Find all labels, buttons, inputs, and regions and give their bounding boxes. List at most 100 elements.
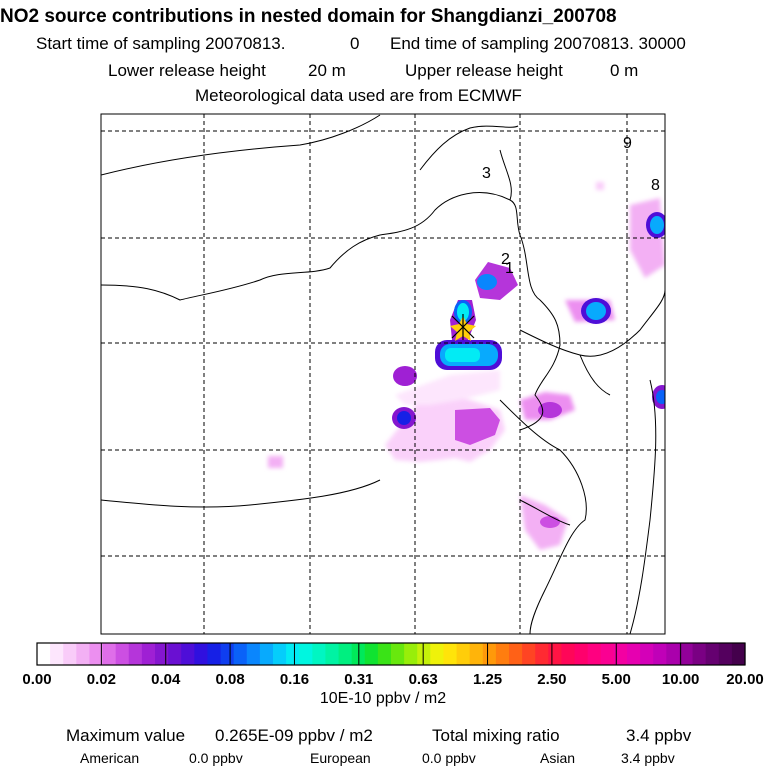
colorbar-unit: 10E-10 ppbv / m2 [320, 690, 446, 707]
max-value: 0.265E-09 ppbv / m2 [215, 726, 373, 745]
colorbar-segment [705, 643, 720, 665]
map-frame [100, 113, 666, 635]
colorbar-segment [522, 643, 536, 665]
colorbar-segment [168, 643, 182, 665]
colorbar-tick-label: 0.00 [22, 671, 51, 688]
colorbar-tick-label: 0.16 [280, 671, 309, 688]
colorbar-segment [548, 643, 563, 665]
colorbar-segment [181, 643, 195, 665]
station-marker: 2 [501, 251, 510, 268]
max-value-label: Maximum value [66, 726, 186, 745]
colorbar-tick-label: 0.63 [409, 671, 438, 688]
lower-release-value: 20 m [308, 61, 346, 80]
upper-release-value: 0 m [610, 61, 639, 80]
receptor-star-icon [450, 314, 476, 341]
colorbar-segment [194, 643, 209, 665]
colorbar-segment [613, 643, 628, 665]
colorbar-segment [220, 643, 235, 665]
colorbar-segment [246, 643, 261, 665]
colorbar-segment [207, 643, 222, 665]
asian-value: 3.4 ppbv [621, 750, 675, 766]
colorbar-segment [286, 643, 300, 665]
colorbar-segment [561, 643, 576, 665]
colorbar-tick-label: 5.00 [602, 671, 631, 688]
colorbar-segment [666, 643, 681, 665]
start-time-label: Start time of sampling 20070813. [36, 34, 286, 53]
colorbar-segment [692, 643, 707, 665]
colorbar-segment [391, 643, 405, 665]
colorbar-segment [63, 643, 77, 665]
colorbar-segment [718, 643, 733, 665]
european-label: European [310, 750, 371, 766]
colorbar-segment [155, 643, 169, 665]
colorbar-tick-label: 0.31 [344, 671, 373, 688]
colorbar-segment [417, 643, 431, 665]
end-time-label: End time of sampling 20070813. 30000 [390, 34, 686, 53]
colorbar-segment [600, 643, 615, 665]
colorbar-segment [640, 643, 654, 665]
colorbar-tick-label: 0.04 [151, 671, 181, 688]
colorbar-segment [50, 643, 64, 665]
colorbar-segment [404, 643, 418, 665]
lower-release-label: Lower release height [108, 61, 266, 80]
total-mixing-label: Total mixing ratio [432, 726, 560, 745]
colorbar-segment [76, 643, 91, 665]
colorbar-segment [456, 643, 471, 665]
colorbar-tick-label: 0.08 [215, 671, 244, 688]
colorbar-segment [482, 643, 497, 665]
colorbar-segment [469, 643, 484, 665]
colorbar-segment [377, 643, 392, 665]
colorbar-segment [115, 643, 130, 665]
colorbar-segment [102, 643, 117, 665]
station-marker: 9 [623, 135, 632, 152]
colorbar-segment [312, 643, 327, 665]
colorbar-tick-label: 2.50 [537, 671, 566, 688]
concentration-field [268, 182, 665, 550]
colorbar-segment [325, 643, 340, 665]
european-value: 0.0 ppbv [422, 750, 476, 766]
meteorological-data-line: Meteorological data used are from ECMWF [195, 86, 522, 105]
total-mixing-value: 3.4 ppbv [626, 726, 692, 745]
colorbar-segment [364, 643, 379, 665]
start-time-value: 0 [350, 34, 360, 53]
plume-core [392, 212, 665, 528]
station-marker: 3 [482, 165, 491, 182]
colorbar-ticks: 0.00 0.02 0.04 0.08 0.16 0.31 0.63 1.25 2.50 5.00… [22, 643, 764, 688]
colorbar-tick-label: 0.02 [87, 671, 116, 688]
colorbar-segment [731, 643, 746, 665]
colorbar-segment [430, 643, 445, 665]
chart-title: NO2 source contributions in nested domai… [0, 6, 617, 27]
american-value: 0.0 ppbv [189, 750, 243, 766]
american-label: American [80, 750, 140, 766]
colorbar-segment [653, 643, 667, 665]
colorbar-segment [233, 643, 248, 665]
colorbar-tick-label: 20.00 [726, 671, 764, 688]
upper-release-label: Upper release height [405, 61, 563, 80]
colorbar-segment [273, 643, 287, 665]
colorbar-segment [299, 643, 313, 665]
colorbar-segment [128, 643, 143, 665]
colorbar-segment [338, 643, 353, 665]
colorbar-segment [679, 643, 694, 665]
colorbar-segment [443, 643, 458, 665]
colorbar-segment [574, 643, 589, 665]
colorbar-segment [535, 643, 549, 665]
colorbar-segment [141, 643, 156, 665]
colorbar-segment [587, 643, 602, 665]
colorbar-segment [89, 643, 104, 665]
asian-label: Asian [540, 750, 576, 766]
station-markers: 9 3 8 2 1 [482, 135, 660, 277]
colorbar-segment [259, 643, 274, 665]
grid-lines [101, 114, 665, 634]
station-marker: 8 [651, 177, 660, 194]
colorbar-segment [509, 643, 523, 665]
colorbar-segment [37, 643, 51, 665]
colorbar-segment [495, 643, 510, 665]
colorbar [37, 643, 746, 665]
station-marker: 1 [505, 260, 514, 277]
colorbar-segment [627, 643, 641, 665]
colorbar-tick-label: 1.25 [473, 671, 502, 688]
coastline [101, 114, 665, 634]
colorbar-tick-label: 10.00 [662, 671, 700, 688]
